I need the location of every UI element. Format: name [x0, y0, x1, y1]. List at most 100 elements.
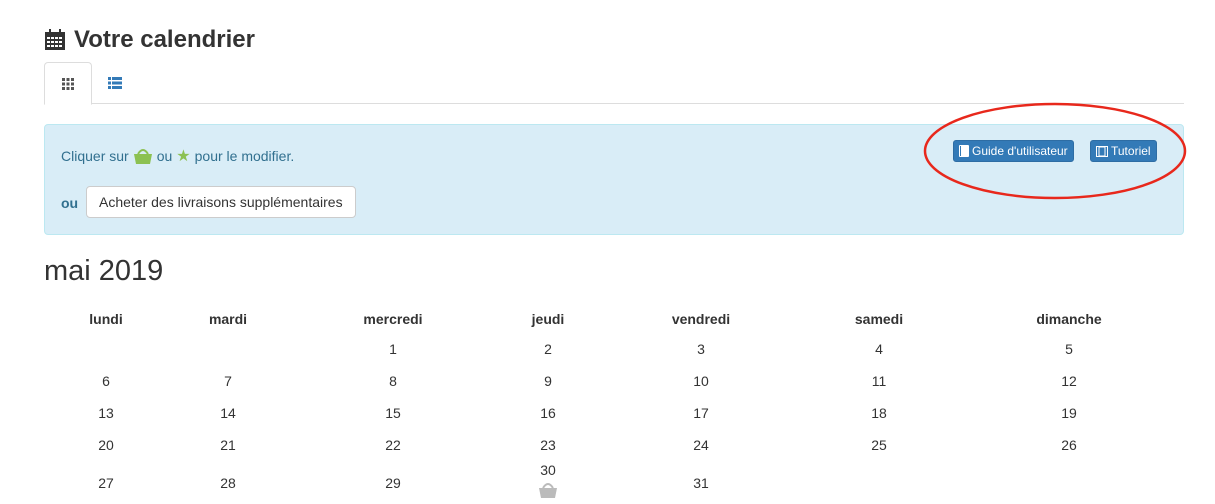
calendar-day[interactable]: 13 — [44, 397, 168, 429]
month-title: mai 2019 — [44, 255, 164, 287]
day-number: 10 — [693, 373, 709, 389]
msg-ou: ou — [156, 148, 173, 164]
day-number: 9 — [544, 373, 552, 389]
calendar-week: 1 2 3 4 5 — [44, 333, 1184, 365]
day-number: 3 — [697, 341, 705, 357]
calendar-day[interactable]: 27 — [44, 461, 168, 504]
info-alert: Cliquer sur ou ★ pour le modifier. ou Ac… — [44, 124, 1184, 235]
tutorial-label: Tutoriel — [1111, 144, 1151, 158]
calendar-day[interactable]: 9 — [498, 365, 598, 397]
calendar-day[interactable]: 28 — [168, 461, 288, 504]
calendar-week: 20 21 22 23 24 25 26 — [44, 429, 1184, 461]
day-number: 23 — [540, 437, 556, 453]
calendar-day[interactable]: 24 — [598, 429, 804, 461]
basket-icon — [133, 149, 152, 164]
calendar-day — [168, 333, 288, 365]
calendar-day[interactable]: 12 — [954, 365, 1184, 397]
day-number: 24 — [693, 437, 709, 453]
page-title: Votre calendrier — [44, 26, 255, 54]
day-number: 2 — [544, 341, 552, 357]
user-guide-label: Guide d'utilisateur — [972, 144, 1068, 158]
or-label: ou — [61, 195, 79, 211]
calendar-day — [804, 461, 954, 504]
day-number: 5 — [1065, 341, 1073, 357]
day-number: 25 — [871, 437, 887, 453]
calendar-week: 13 14 15 16 17 18 19 — [44, 397, 1184, 429]
day-header: mardi — [208, 311, 248, 327]
calendar-day — [954, 461, 1184, 504]
day-number: 7 — [224, 373, 232, 389]
msg-after: pour le modifier. — [194, 148, 295, 164]
calendar-day[interactable]: 18 — [804, 397, 954, 429]
calendar-day[interactable]: 6 — [44, 365, 168, 397]
calendar-day[interactable]: 16 — [498, 397, 598, 429]
tab-list-view[interactable] — [92, 62, 138, 103]
day-number: 31 — [693, 474, 709, 491]
calendar-day[interactable]: 8 — [288, 365, 498, 397]
calendar-day[interactable]: 17 — [598, 397, 804, 429]
day-number: 6 — [102, 373, 110, 389]
tutorial-button[interactable]: Tutoriel — [1090, 140, 1157, 162]
calendar-day[interactable]: 23 — [498, 429, 598, 461]
day-number: 18 — [871, 405, 887, 421]
buy-extra-deliveries-button[interactable]: Acheter des livraisons supplémentaires — [86, 186, 356, 218]
calendar-week: 6 7 8 9 10 11 12 — [44, 365, 1184, 397]
day-number: 11 — [871, 373, 887, 389]
user-guide-button[interactable]: Guide d'utilisateur — [953, 140, 1074, 162]
day-header: jeudi — [531, 311, 565, 327]
day-number: 29 — [385, 474, 401, 491]
calendar-icon — [45, 29, 65, 50]
day-number: 28 — [220, 474, 236, 491]
calendar-week: 27 28 29 30 31 — [44, 461, 1184, 504]
day-number: 30 — [540, 462, 556, 478]
book-icon — [959, 145, 969, 157]
day-number: 4 — [875, 341, 883, 357]
day-header: samedi — [854, 311, 904, 327]
calendar-day[interactable]: 1 — [288, 333, 498, 365]
calendar-day[interactable]: 31 — [598, 461, 804, 504]
calendar-day[interactable]: 11 — [804, 365, 954, 397]
calendar-day[interactable]: 14 — [168, 397, 288, 429]
day-header: mercredi — [363, 311, 423, 327]
calendar-day[interactable]: 20 — [44, 429, 168, 461]
calendar-day[interactable]: 7 — [168, 365, 288, 397]
tab-grid-view[interactable] — [44, 62, 92, 105]
day-header: dimanche — [1036, 311, 1102, 327]
day-number: 16 — [540, 405, 556, 421]
day-number: 8 — [389, 373, 397, 389]
msg-before: Cliquer sur — [61, 148, 129, 164]
calendar-day[interactable]: 3 — [598, 333, 804, 365]
day-header: lundi — [89, 311, 123, 327]
calendar-grid: lundi mardi mercredi jeudi vendredi samedi dim… — [44, 305, 1184, 504]
day-number: 20 — [98, 437, 114, 453]
day-number: 19 — [1061, 405, 1077, 421]
day-number: 12 — [1061, 373, 1077, 389]
film-icon — [1096, 145, 1108, 157]
day-number: 26 — [1061, 437, 1077, 453]
calendar-day[interactable]: 26 — [954, 429, 1184, 461]
calendar-day[interactable]: 30 — [498, 461, 598, 504]
instruction-text: Cliquer sur ou ★ pour le modifier. — [61, 146, 294, 166]
star-icon: ★ — [176, 148, 191, 165]
calendar-day — [44, 333, 168, 365]
calendar-day[interactable]: 22 — [288, 429, 498, 461]
calendar-day[interactable]: 15 — [288, 397, 498, 429]
basket-icon[interactable] — [538, 480, 558, 500]
calendar-day[interactable]: 21 — [168, 429, 288, 461]
calendar-day[interactable]: 5 — [954, 333, 1184, 365]
view-tabs — [44, 62, 1184, 105]
title-text: Votre calendrier — [74, 26, 255, 53]
day-number: 13 — [98, 405, 114, 421]
day-number: 27 — [98, 474, 114, 491]
calendar-day[interactable]: 29 — [288, 461, 498, 504]
day-number: 14 — [220, 405, 236, 421]
day-header: vendredi — [671, 311, 731, 327]
calendar-day[interactable]: 2 — [498, 333, 598, 365]
list-icon — [108, 76, 122, 89]
day-number: 17 — [693, 405, 709, 421]
calendar-day[interactable]: 4 — [804, 333, 954, 365]
day-number: 22 — [385, 437, 401, 453]
calendar-day[interactable]: 10 — [598, 365, 804, 397]
calendar-day[interactable]: 19 — [954, 397, 1184, 429]
calendar-day[interactable]: 25 — [804, 429, 954, 461]
